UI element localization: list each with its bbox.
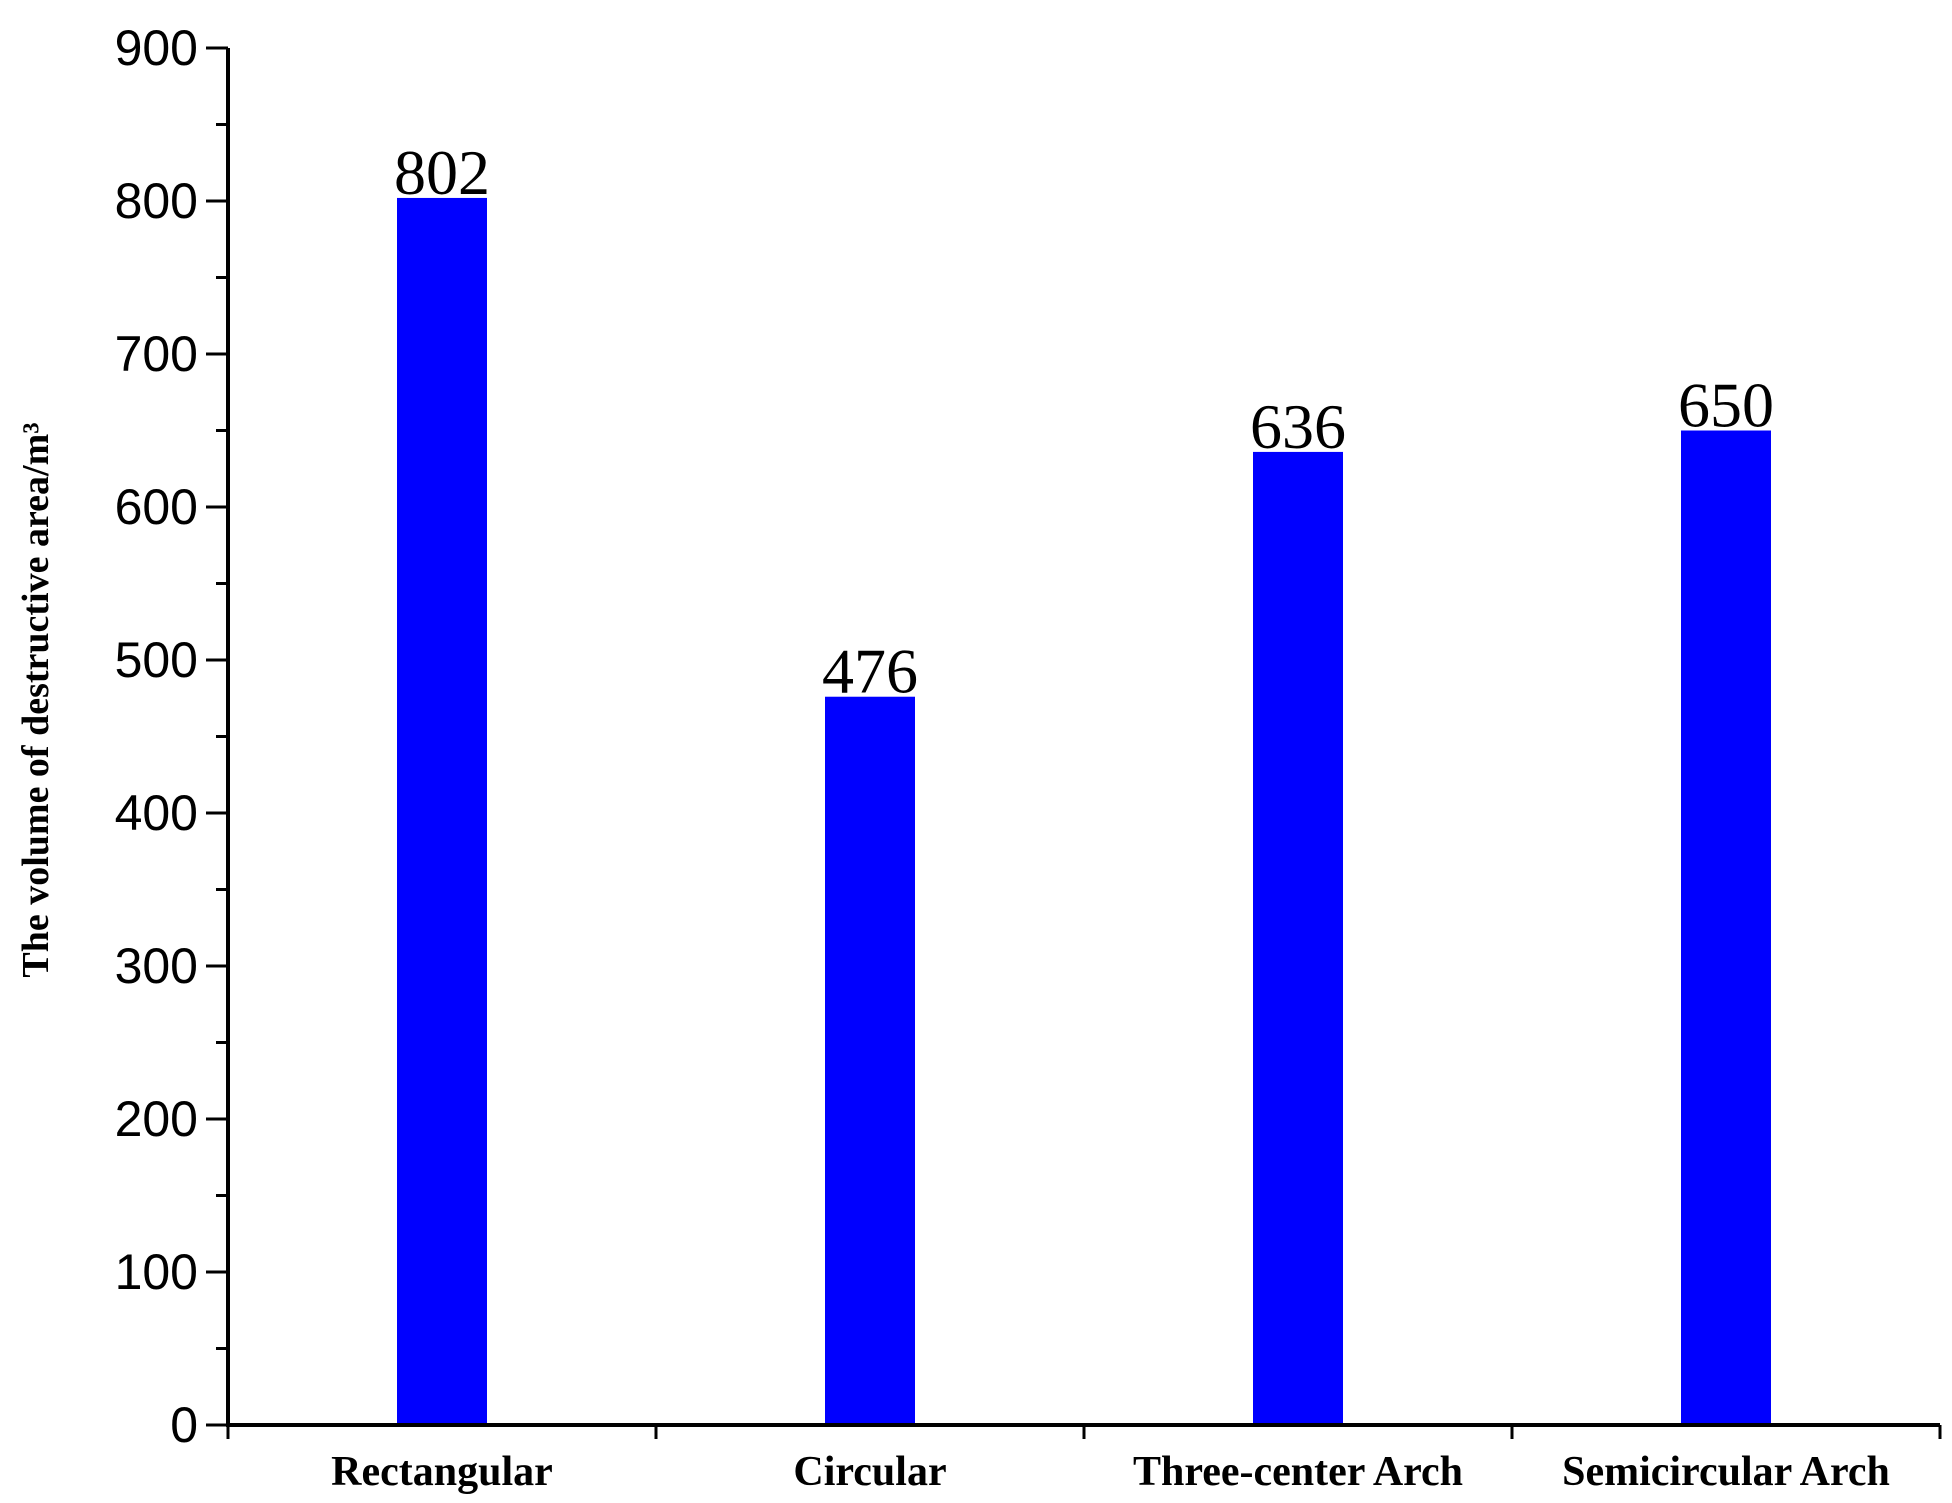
data-label-rectangular: 802 [394,137,490,208]
x-tick-label-rectangular: Rectangular [331,1449,553,1495]
data-label-three-center-arch: 636 [1250,391,1346,462]
bar-circular [825,696,915,1425]
bar-three-center-arch [1253,451,1343,1425]
bar-rectangular [397,197,487,1426]
y-tick-label: 500 [115,632,198,688]
x-axis-ticks: Rectangular Circular Three-center Arch Semi… [226,1425,1942,1495]
y-tick-label: 0 [170,1397,198,1453]
y-tick-label: 300 [115,938,198,994]
y-tick-label: 200 [115,1091,198,1147]
x-tick-label-circular: Circular [793,1449,946,1495]
y-tick-label: 100 [115,1244,198,1300]
y-axis-ticks: 0 100 200 300 400 500 600 700 800 900 [115,20,228,1453]
y-tick-label: 800 [115,173,198,229]
bars-layer [397,197,1771,1426]
x-tick-label-semicircular-arch: Semicircular Arch [1562,1449,1890,1495]
x-tick-label-three-center-arch: Three-center Arch [1133,1449,1463,1495]
y-tick-label: 600 [115,479,198,535]
y-tick-label: 700 [115,326,198,382]
data-label-semicircular-arch: 650 [1678,370,1774,441]
data-label-circular: 476 [822,636,918,707]
data-labels-layer: 802 476 636 650 [394,137,1774,707]
y-tick-label: 400 [115,785,198,841]
y-tick-label: 900 [115,20,198,76]
y-axis-label: The volume of destructive area/m³ [15,422,57,977]
bar-semicircular-arch [1681,430,1771,1425]
